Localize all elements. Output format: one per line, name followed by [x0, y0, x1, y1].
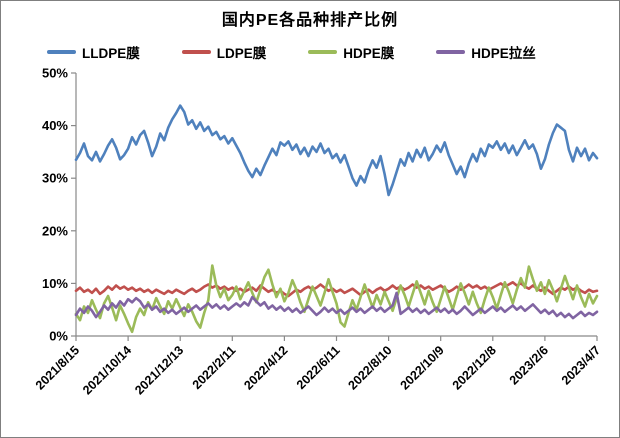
y-axis-tick-label: 20%	[42, 223, 68, 238]
lldpe-line-swatch-icon	[47, 50, 76, 54]
y-axis-tick-label: 30%	[42, 171, 68, 186]
ldpe-line-swatch-icon	[181, 50, 211, 54]
legend: LLDPE膜 LDPE膜 HDPE膜 HDPE拉丝	[47, 42, 536, 62]
x-axis-tick-label: 2022/6/11	[294, 343, 343, 392]
legend-label: LDPE膜	[216, 46, 267, 61]
x-axis-tick-label: 2021/8/15	[33, 343, 82, 392]
legend-label: LLDPE膜	[82, 46, 140, 61]
hdpe-drawing-line-swatch-icon	[436, 50, 466, 54]
series-line-0	[74, 104, 599, 197]
hdpe-line-swatch-icon	[308, 50, 338, 54]
y-axis-tick-label: 10%	[42, 276, 68, 291]
y-axis-tick-label: 40%	[42, 118, 68, 133]
x-axis-tick-label: 2022/2/11	[190, 343, 239, 392]
x-axis-tick-label: 2023/2/6	[507, 343, 551, 387]
x-axis-tick-label: 2022/10/9	[398, 343, 447, 392]
legend-label: HDPE拉丝	[471, 46, 536, 61]
legend-item-hdpe-drawing: HDPE拉丝	[436, 42, 536, 62]
legend-label: HDPE膜	[343, 46, 395, 61]
x-axis-tick-label: 2021/12/13	[132, 343, 186, 397]
series-line-1	[74, 280, 599, 298]
x-axis-tick-label: 2022/8/10	[346, 343, 395, 392]
chart-title: 国内PE各品种排产比例	[221, 12, 399, 29]
x-axis-tick-label: 2023/4/7	[559, 343, 603, 387]
legend-item-ldpe-film: LDPE膜	[181, 42, 267, 62]
series-line-3	[74, 291, 599, 320]
x-axis-tick-label: 2021/10/14	[80, 343, 134, 397]
series-line-2	[74, 264, 599, 334]
x-axis-tick-label: 2022/4/12	[241, 343, 290, 392]
y-axis-tick-label: 50%	[42, 66, 68, 81]
legend-item-lldpe-film: LLDPE膜	[47, 42, 140, 62]
y-axis-tick-label: 0%	[49, 329, 68, 344]
x-axis-tick-label: 2022/12/8	[450, 343, 499, 392]
legend-item-hdpe-film: HDPE膜	[308, 42, 394, 62]
